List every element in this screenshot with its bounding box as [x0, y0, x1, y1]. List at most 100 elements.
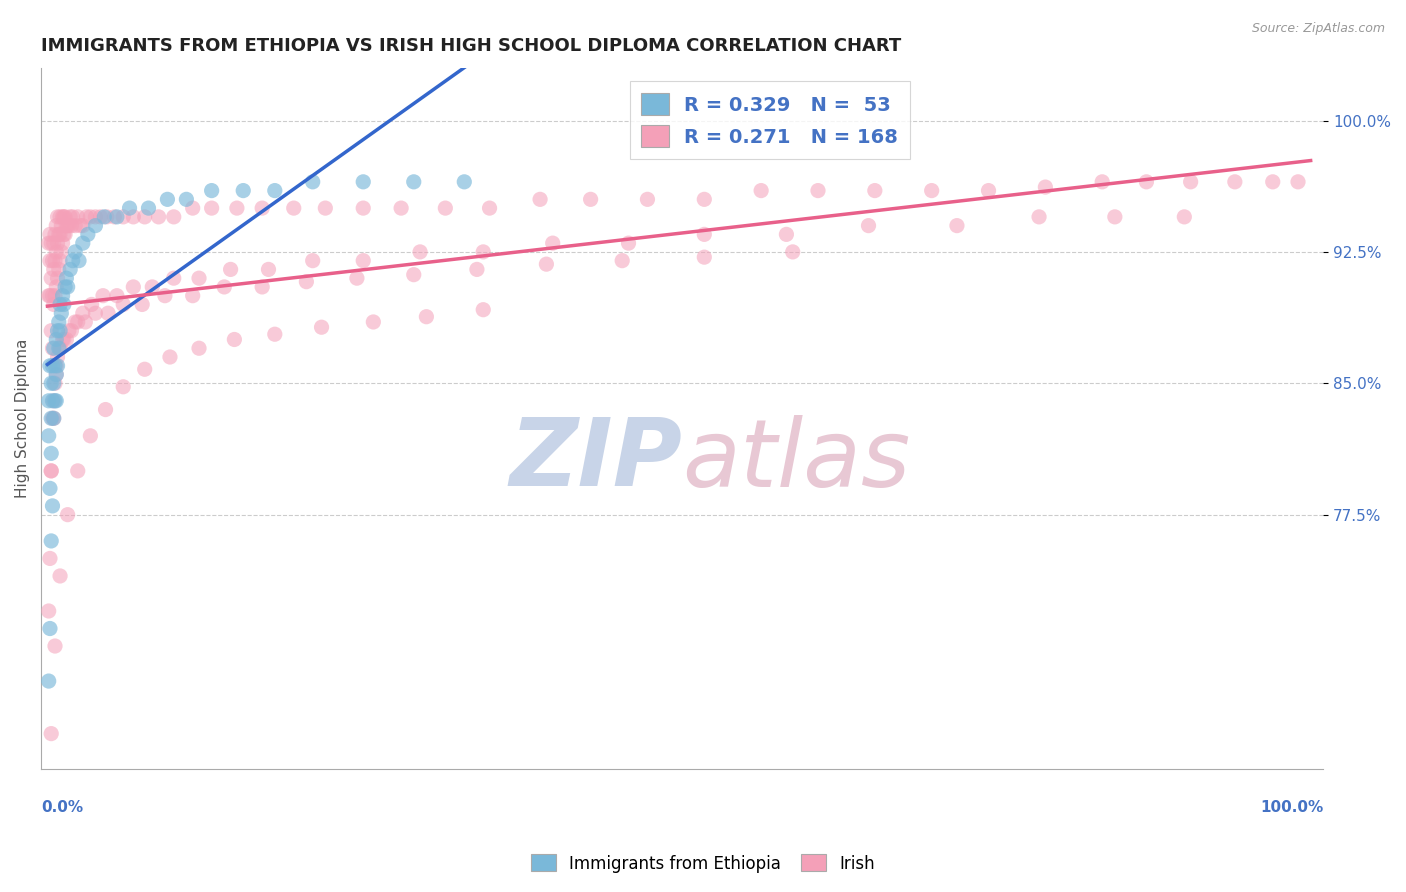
Point	[60, 324, 83, 338]
Point	[48, 341, 70, 355]
Point	[181, 201, 204, 215]
Point	[53, 210, 76, 224]
Point	[39, 271, 62, 285]
Point	[39, 324, 62, 338]
Point	[122, 280, 145, 294]
Point	[51, 244, 73, 259]
Point	[201, 184, 224, 198]
Point	[52, 288, 75, 302]
Point	[112, 297, 135, 311]
Legend: Immigrants from Ethiopia, Irish: Immigrants from Ethiopia, Irish	[524, 847, 882, 880]
Point	[42, 341, 65, 355]
Point	[42, 393, 65, 408]
Point	[225, 201, 247, 215]
Text: IMMIGRANTS FROM ETHIOPIA VS IRISH HIGH SCHOOL DIPLOMA CORRELATION CHART: IMMIGRANTS FROM ETHIOPIA VS IRISH HIGH S…	[41, 37, 901, 55]
Point	[53, 280, 76, 294]
Point	[153, 288, 176, 302]
Point	[39, 227, 62, 242]
Point	[352, 253, 374, 268]
Point	[44, 359, 66, 373]
Point	[46, 236, 69, 251]
Legend: R = 0.329   N =  53, R = 0.271   N = 168: R = 0.329 N = 53, R = 0.271 N = 168	[630, 81, 910, 159]
Point	[66, 464, 89, 478]
Point	[56, 508, 79, 522]
Point	[301, 175, 323, 189]
Point	[49, 569, 72, 583]
Point	[67, 253, 90, 268]
Point	[352, 175, 374, 189]
Point	[693, 227, 716, 242]
Point	[52, 227, 75, 242]
Point	[214, 280, 236, 294]
Point	[1261, 175, 1284, 189]
Point	[45, 244, 67, 259]
Point	[38, 288, 60, 302]
Point	[112, 210, 135, 224]
Point	[49, 227, 72, 242]
Point	[58, 219, 80, 233]
Point	[52, 210, 75, 224]
Point	[84, 210, 107, 224]
Point	[41, 499, 63, 513]
Point	[118, 201, 141, 215]
Point	[89, 210, 111, 224]
Point	[49, 341, 72, 355]
Point	[62, 253, 84, 268]
Point	[1180, 175, 1202, 189]
Point	[257, 262, 280, 277]
Point	[63, 315, 86, 329]
Point	[105, 288, 128, 302]
Point	[60, 219, 83, 233]
Point	[141, 280, 163, 294]
Point	[72, 306, 94, 320]
Point	[45, 368, 67, 382]
Point	[42, 411, 65, 425]
Point	[434, 201, 457, 215]
Point	[42, 376, 65, 391]
Point	[62, 210, 84, 224]
Point	[39, 359, 62, 373]
Point	[49, 341, 72, 355]
Point	[301, 253, 323, 268]
Point	[536, 257, 558, 271]
Point	[49, 253, 72, 268]
Point	[977, 184, 1000, 198]
Point	[295, 275, 318, 289]
Point	[402, 268, 425, 282]
Point	[103, 210, 125, 224]
Point	[863, 184, 886, 198]
Point	[56, 280, 79, 294]
Point	[52, 236, 75, 251]
Point	[201, 201, 224, 215]
Point	[352, 201, 374, 215]
Point	[38, 604, 60, 618]
Point	[42, 262, 65, 277]
Point	[314, 201, 336, 215]
Point	[39, 622, 62, 636]
Point	[59, 262, 82, 277]
Y-axis label: High School Diploma: High School Diploma	[15, 339, 30, 498]
Point	[58, 324, 80, 338]
Point	[41, 253, 63, 268]
Point	[46, 324, 69, 338]
Point	[75, 315, 97, 329]
Point	[51, 306, 73, 320]
Point	[84, 306, 107, 320]
Point	[250, 280, 273, 294]
Point	[49, 210, 72, 224]
Point	[51, 219, 73, 233]
Point	[53, 227, 76, 242]
Point	[38, 674, 60, 689]
Text: atlas: atlas	[682, 415, 911, 506]
Point	[48, 315, 70, 329]
Point	[52, 210, 75, 224]
Point	[52, 333, 75, 347]
Point	[112, 380, 135, 394]
Point	[188, 341, 211, 355]
Point	[39, 411, 62, 425]
Text: ZIP: ZIP	[509, 415, 682, 507]
Point	[94, 402, 117, 417]
Point	[79, 210, 101, 224]
Point	[389, 201, 412, 215]
Point	[283, 201, 305, 215]
